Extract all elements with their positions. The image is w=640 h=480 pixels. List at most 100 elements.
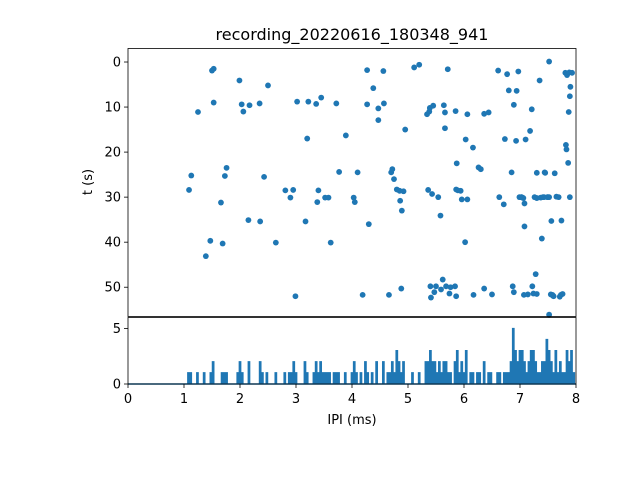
histogram-x-tick-label: 2 bbox=[236, 392, 244, 407]
scatter-point bbox=[565, 109, 572, 115]
scatter-point bbox=[188, 172, 195, 179]
scatter-point bbox=[524, 291, 531, 298]
scatter-point bbox=[257, 218, 264, 225]
scatter-point bbox=[496, 194, 503, 201]
histogram-y-tick-label: 5 bbox=[113, 322, 121, 337]
scatter-y-tick-label: 10 bbox=[104, 101, 121, 116]
scatter-point bbox=[240, 108, 247, 115]
scatter-point bbox=[542, 169, 549, 176]
scatter-point bbox=[521, 223, 528, 230]
scatter-point bbox=[282, 187, 289, 194]
scatter-point bbox=[536, 77, 543, 84]
scatter-point bbox=[431, 289, 438, 296]
scatter-point bbox=[464, 111, 471, 118]
scatter-point bbox=[501, 136, 508, 142]
scatter-point bbox=[489, 291, 495, 298]
scatter-point bbox=[246, 102, 253, 109]
scatter-point bbox=[364, 101, 371, 108]
scatter-plot-area bbox=[128, 48, 576, 317]
scatter-point bbox=[563, 141, 569, 148]
scatter-point bbox=[447, 284, 454, 291]
scatter-point bbox=[272, 239, 279, 246]
y-axis-label: t (s) bbox=[81, 169, 96, 195]
scatter-point bbox=[389, 166, 396, 173]
scatter-point bbox=[442, 109, 448, 116]
scatter-point bbox=[452, 108, 459, 115]
scatter-point bbox=[442, 125, 448, 132]
scatter-point bbox=[238, 101, 245, 108]
scatter-point bbox=[411, 64, 418, 71]
scatter-y-ticks: 0 10 20 30 40 50 bbox=[104, 56, 128, 296]
scatter-point bbox=[559, 291, 566, 297]
scatter-y-tick-label: 50 bbox=[104, 281, 121, 296]
scatter-y-tick-label: 20 bbox=[104, 146, 121, 161]
scatter-point bbox=[481, 285, 488, 292]
scatter-point bbox=[256, 100, 263, 107]
scatter-point bbox=[223, 164, 230, 171]
scatter-point bbox=[219, 240, 226, 247]
scatter-point bbox=[548, 218, 555, 224]
scatter-point bbox=[452, 283, 458, 290]
scatter-point bbox=[500, 201, 507, 208]
scatter-point bbox=[342, 132, 349, 139]
scatter-point bbox=[354, 169, 361, 176]
histogram-x-tick-label: 3 bbox=[292, 392, 300, 407]
histogram-x-tick-label: 8 bbox=[572, 392, 580, 407]
scatter-point bbox=[522, 136, 529, 143]
scatter-point bbox=[477, 166, 484, 173]
scatter-point bbox=[402, 126, 409, 133]
histogram-y-tick-label: 0 bbox=[113, 378, 121, 393]
scatter-point bbox=[287, 194, 294, 201]
scatter-point bbox=[481, 110, 488, 117]
scatter-point bbox=[546, 58, 553, 65]
scatter-point bbox=[538, 235, 545, 242]
scatter-point bbox=[533, 169, 540, 176]
scatter-point bbox=[509, 283, 516, 290]
scatter-point bbox=[380, 68, 387, 74]
scatter-point bbox=[550, 293, 557, 300]
scatter-point bbox=[325, 194, 332, 201]
scatter-point bbox=[336, 169, 343, 175]
scatter-point bbox=[462, 239, 469, 246]
scatter-point bbox=[532, 271, 539, 278]
scatter-point bbox=[462, 136, 469, 143]
scatter-point bbox=[565, 160, 572, 166]
scatter-point bbox=[566, 93, 573, 100]
scatter-point bbox=[370, 85, 377, 92]
scatter-point bbox=[416, 61, 423, 68]
scatter-point bbox=[510, 101, 517, 108]
scatter-point bbox=[513, 137, 519, 144]
scatter-point bbox=[292, 293, 299, 300]
scatter-point bbox=[261, 173, 267, 180]
scatter-point bbox=[429, 191, 435, 197]
scatter-points bbox=[186, 58, 575, 318]
histogram-x-tick-label: 5 bbox=[404, 392, 412, 407]
scatter-y-tick-label: 40 bbox=[104, 236, 121, 251]
scatter-point bbox=[210, 99, 217, 106]
scatter-point bbox=[440, 102, 447, 109]
scatter-point bbox=[315, 187, 322, 194]
scatter-point bbox=[558, 217, 565, 224]
scatter-point bbox=[505, 87, 512, 94]
scatter-point bbox=[333, 100, 340, 107]
scatter-point bbox=[381, 100, 387, 107]
scatter-point bbox=[304, 135, 311, 142]
scatter-point bbox=[210, 65, 217, 72]
scatter-point bbox=[428, 294, 434, 301]
scatter-point bbox=[294, 98, 301, 105]
scatter-point bbox=[513, 87, 520, 94]
scatter-point bbox=[435, 194, 442, 201]
scatter-point bbox=[527, 128, 533, 134]
scatter-y-tick-label: 0 bbox=[113, 56, 121, 71]
scatter-point bbox=[386, 291, 392, 298]
scatter-point bbox=[365, 221, 372, 228]
histogram-x-ticks: 0 1 2 3 4 5 6 7 8 bbox=[124, 384, 580, 407]
scatter-point bbox=[314, 199, 321, 205]
scatter-point bbox=[397, 197, 404, 204]
histogram-frame bbox=[127, 317, 577, 385]
scatter-point bbox=[485, 109, 492, 116]
scatter-point bbox=[566, 194, 573, 201]
scatter-point bbox=[425, 187, 432, 193]
